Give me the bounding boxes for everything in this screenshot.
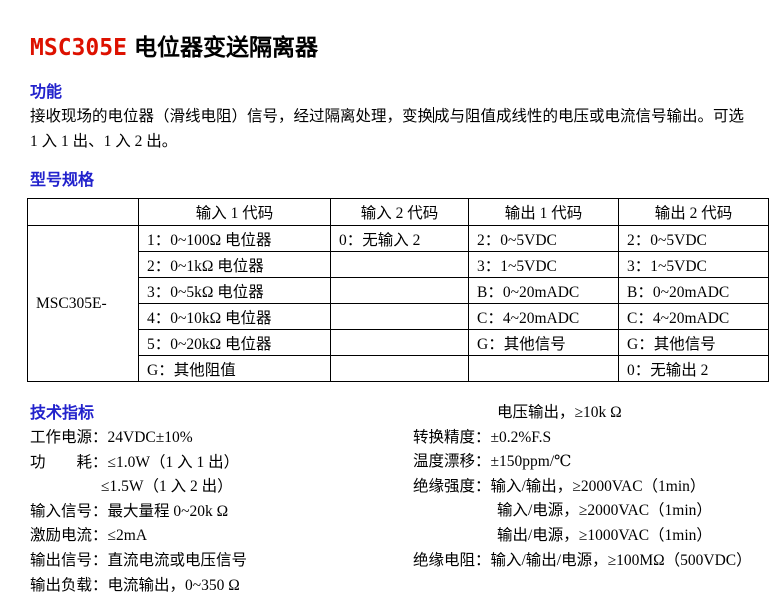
table-cell: C：4~20mADC [468,303,619,330]
page-title: MSC305E 电位器变送隔离器 [30,28,318,62]
table-cell: 4：0~10kΩ 电位器 [138,303,331,330]
spec-line-accuracy: 转换精度：±0.2%F.S [413,428,552,446]
table-row: MSC305E- 1：0~100Ω 电位器 0：无输入 2 2：0~5VDC 2… [27,225,769,382]
spec-line-power-supply: 工作电源：24VDC±10% [30,429,193,446]
table-row: G：其他阻值 0：无输出 2 [28,355,769,382]
table-cell: 3：0~5kΩ 电位器 [138,277,331,304]
spec-line-voltage-output: 电压输出，≥10k Ω [497,404,622,421]
spec-line-consumption-2: ≤1.5W（1 入 2 出） [101,478,233,496]
table-cell [330,303,469,330]
spec-line-input-signal: 输入信号：最大量程 0~20k Ω [30,502,229,520]
section-heading-tech-spec: 技术指标 [30,405,95,422]
function-line1b: 成与阻值成线性的电压或电流信号输出。可选 [434,108,745,125]
table-header-input1: 输入 1 代码 [138,198,331,226]
tech-spec-left-column: 工作电源：24VDC±10% 功 耗：≤1.0W（1 入 1 出） ≤1.5W（… [30,426,247,598]
function-line1a: 接收现场的电位器（滑线电阻）信号，经过隔离处理，变换 [30,108,434,125]
table-cell [330,329,469,356]
table-header-output1: 输出 1 代码 [468,198,619,226]
table-row: 4：0~10kΩ 电位器 C：4~20mADC C：4~20mADC [28,303,769,330]
table-cell: 3：1~5VDC [468,251,619,278]
table-row: 2：0~1kΩ 电位器 3：1~5VDC 3：1~5VDC [28,251,769,278]
table-cell: B：0~20mADC [468,277,619,304]
product-name: 电位器变送隔离器 [133,34,318,61]
table-header-output2: 输出 2 代码 [618,198,769,226]
model-spec-table: 输入 1 代码 输入 2 代码 输出 1 代码 输出 2 代码 MSC305E-… [27,198,769,382]
spec-line-isolation-3: 输出/电源，≥1000VAC（1min） [497,526,712,544]
model-code: MSC305E [30,35,127,62]
table-cell: G：其他信号 [618,329,769,356]
table-cell: 1：0~100Ω 电位器 [138,225,331,252]
spec-line-insulation-res: 绝缘电阻：输入/输出/电源，≥100MΩ（500VDC） [413,551,752,569]
spec-line-temp-drift: 温度漂移：±150ppm/℃ [413,453,572,471]
table-cell: G：其他信号 [468,329,619,356]
table-cell: 2：0~1kΩ 电位器 [138,251,331,278]
table-cell: 0：无输出 2 [618,355,769,382]
table-cell [330,355,469,382]
spec-line-excitation: 激励电流：≤2mA [30,527,148,545]
table-row: 5：0~20kΩ 电位器 G：其他信号 G：其他信号 [28,329,769,356]
section-heading-function: 功能 [30,84,63,101]
table-cell [330,277,469,304]
text-cursor [433,107,435,123]
table-cell: G：其他阻值 [138,355,331,382]
table-header-blank [27,198,139,226]
model-prefix-cell: MSC305E- [27,225,139,382]
table-cell: 3：1~5VDC [618,251,769,278]
function-paragraph: 接收现场的电位器（滑线电阻）信号，经过隔离处理，变换成与阻值成线性的电压或电流信… [30,104,768,154]
table-cell: 5：0~20kΩ 电位器 [138,329,331,356]
table-header-input2: 输入 2 代码 [330,198,469,226]
table-row: 3：0~5kΩ 电位器 B：0~20mADC B：0~20mADC [28,277,769,304]
tech-spec-right-column: 电压输出，≥10k Ω 转换精度：±0.2%F.S 温度漂移：±150ppm/℃… [413,401,752,573]
spec-line-consumption-1: 功 耗：≤1.0W（1 入 1 出） [30,453,240,471]
table-cell: 0：无输入 2 [330,225,469,252]
function-line1: 接收现场的电位器（滑线电阻）信号，经过隔离处理，变换成与阻值成线性的电压或电流信… [30,104,768,129]
table-cell: 2：0~5VDC [468,225,619,252]
function-line2: 1 入 1 出、1 入 2 出。 [30,133,178,150]
table-cell: B：0~20mADC [618,277,769,304]
section-heading-model-spec: 型号规格 [30,172,95,189]
table-cell: C：4~20mADC [618,303,769,330]
table-cell [330,251,469,278]
table-cell: 2：0~5VDC [618,225,769,252]
spec-line-isolation-2: 输入/电源，≥2000VAC（1min） [497,502,712,520]
spec-line-isolation-1: 绝缘强度：输入/输出，≥2000VAC（1min） [413,477,706,495]
spec-line-output-signal: 输出信号：直流电流或电压信号 [30,551,248,569]
spec-line-output-load: 输出负载：电流输出，0~350 Ω [30,576,240,594]
table-header-row: 输入 1 代码 输入 2 代码 输出 1 代码 输出 2 代码 [27,198,769,226]
table-cell [468,355,619,382]
